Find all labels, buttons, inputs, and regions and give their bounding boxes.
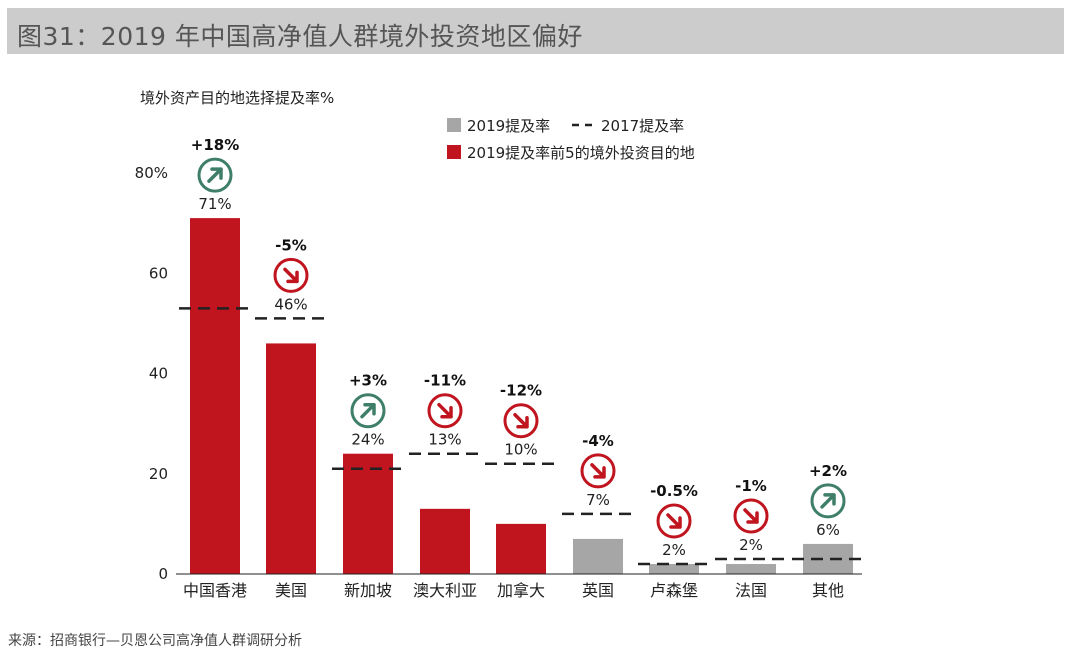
- bar: [803, 543, 853, 574]
- change-label: -12%: [500, 382, 542, 400]
- legend: 2019提及率 2017提及率 2019提及率前5的境外投资目的地: [447, 117, 695, 162]
- change-label: +2%: [809, 462, 847, 480]
- value-label: 6%: [816, 521, 840, 539]
- value-label: 46%: [274, 295, 307, 313]
- arrow-down-right-glyph: [590, 463, 606, 479]
- legend-label-2017: 2017提及率: [601, 117, 684, 135]
- value-label: 7%: [586, 491, 610, 509]
- change-label: -1%: [735, 477, 767, 495]
- x-tick-label: 美国: [275, 581, 307, 600]
- page-title: 图31：2019 年中国高净值人群境外投资地区偏好: [17, 22, 583, 51]
- arrow-down-right-glyph: [283, 267, 299, 284]
- x-tick-label: 澳大利亚: [413, 581, 477, 600]
- legend-label-top5: 2019提及率前5的境外投资目的地: [467, 144, 695, 162]
- title-bar: 图31：2019 年中国高净值人群境外投资地区偏好: [7, 8, 1064, 54]
- value-label: 71%: [198, 195, 231, 213]
- bar: [496, 523, 546, 574]
- change-label: -4%: [582, 432, 614, 450]
- y-tick-label: 60: [149, 264, 168, 282]
- bar: [190, 218, 240, 575]
- value-label: 24%: [351, 431, 384, 449]
- arrow-up-right-glyph: [360, 402, 376, 419]
- legend-swatch-2019: [447, 118, 461, 132]
- value-label: 13%: [428, 431, 461, 449]
- value-label: 2%: [662, 541, 686, 559]
- value-label: 10%: [504, 441, 537, 459]
- bar: [420, 508, 470, 574]
- bar: [649, 563, 699, 574]
- source-note: 来源：招商银行—贝恩公司高净值人群调研分析: [8, 633, 302, 649]
- arrow-up-right-glyph: [207, 167, 223, 183]
- bar: [266, 343, 316, 574]
- arrow-down-right-glyph: [437, 402, 453, 419]
- x-tick-label: 法国: [735, 581, 767, 600]
- bar: [573, 538, 623, 574]
- x-tick-label: 其他: [812, 581, 844, 600]
- x-tick-label: 加拿大: [497, 581, 545, 600]
- arrow-down-right-glyph: [743, 508, 759, 524]
- change-label: -11%: [424, 372, 466, 390]
- value-label: 2%: [739, 536, 763, 554]
- x-tick-label: 新加坡: [344, 581, 392, 600]
- change-label: -5%: [275, 236, 307, 254]
- arrow-down-right-glyph: [513, 412, 529, 429]
- change-label: -0.5%: [650, 482, 698, 500]
- bar: [343, 453, 393, 574]
- arrow-up-right-glyph: [820, 493, 836, 509]
- change-label: +18%: [191, 136, 239, 154]
- y-tick-label: 20: [149, 465, 168, 483]
- y-tick-label: 40: [149, 365, 168, 383]
- y-axis-label: 境外资产目的地选择提及率%: [140, 89, 334, 107]
- legend-swatch-top5: [447, 145, 461, 159]
- change-label: +3%: [349, 372, 387, 390]
- x-tick-label: 英国: [582, 581, 614, 600]
- y-tick-label: 80%: [135, 164, 168, 182]
- arrow-down-right-glyph: [666, 513, 682, 529]
- bar: [726, 563, 776, 574]
- y-tick-label: 0: [158, 565, 168, 583]
- x-tick-label: 中国香港: [183, 581, 247, 600]
- x-tick-label: 卢森堡: [650, 581, 698, 600]
- legend-label-2019: 2019提及率: [467, 117, 550, 135]
